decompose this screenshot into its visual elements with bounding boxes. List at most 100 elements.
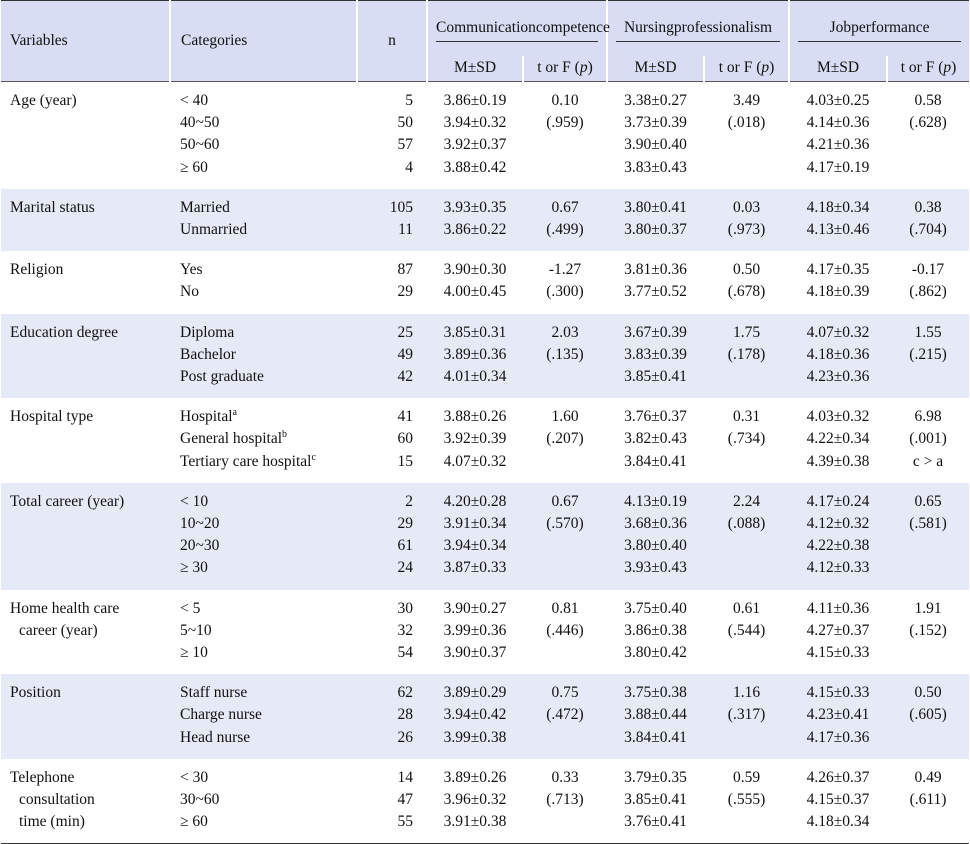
variable-cell: Total career (year) <box>1 482 170 590</box>
category-label: ≥ 60 <box>180 158 208 176</box>
n-value: 61 <box>397 537 414 555</box>
footnote-marker: a <box>232 407 237 419</box>
jp-stat-value: 6.98 <box>914 408 942 426</box>
jp-stat-value: (.152) <box>909 621 947 639</box>
np-msd-value: 3.75±0.40 <box>624 599 687 617</box>
n-value: 30 <box>397 599 414 617</box>
n-value: 2 <box>405 492 413 510</box>
jp-stat-cell: 0.49 (.611) <box>887 759 969 844</box>
np-stat-cell: 0.03 (.973) <box>704 188 790 252</box>
variable-label: Hospital type <box>10 408 94 426</box>
table-row-group: Home health care career (year) < 5 5~10 ≥ 10… <box>1 590 969 675</box>
categories-cell: Diploma Bachelor Post graduate <box>170 313 357 399</box>
header-group-line2: professionalism <box>673 18 773 36</box>
np-stat-value: 0.03 <box>732 198 761 216</box>
cc-stat-cell: -1.27 (.300) <box>523 251 607 313</box>
category-label: 20~30 <box>180 537 220 555</box>
np-stat-value: 1.75 <box>732 323 761 341</box>
np-stat-cell: 3.49 (.018) <box>704 82 789 189</box>
cc-msd-value: 3.86±0.22 <box>443 221 507 239</box>
stat-header-p: p <box>943 59 952 77</box>
jp-msd-value: 4.18±0.36 <box>806 345 870 363</box>
cc-stat-value: (.300) <box>546 283 584 301</box>
jp-stat-value: (.605) <box>909 706 947 724</box>
cc-msd-value: 3.90±0.30 <box>443 261 507 279</box>
jp-msd-cell: 4.11±0.36 4.27±0.37 4.15±0.33 <box>789 590 887 675</box>
np-msd-value: 3.80±0.42 <box>624 644 687 662</box>
cc-stat-value: 2.03 <box>551 323 579 341</box>
jp-stat-cell: 0.65 (.581) <box>887 482 970 590</box>
jp-stat-value: 0.58 <box>914 92 942 109</box>
np-stat-cell: 0.50 (.678) <box>704 251 789 313</box>
jp-stat-value: (.862) <box>909 283 947 301</box>
n-value: 4 <box>405 158 413 176</box>
jp-stat-value: (.611) <box>909 791 947 809</box>
category-label: Staff nurse <box>180 684 248 702</box>
jp-stat-cell: 1.91 (.152) <box>887 590 969 675</box>
cc-stat-value: 0.81 <box>551 599 579 617</box>
jp-msd-cell: 4.18±0.34 4.13±0.46 <box>789 188 888 252</box>
variable-label: consultation <box>19 791 95 809</box>
np-stat-value: 0.61 <box>732 599 761 617</box>
category-label: 10~20 <box>180 515 220 533</box>
np-stat-value: (.317) <box>727 706 766 724</box>
jp-stat-value: -0.17 <box>911 261 945 279</box>
table-row-group: Telephone consultation time (min) < 30 30~60… <box>1 759 970 844</box>
n-cell: 5 50 57 4 <box>357 82 427 189</box>
jp-msd-value: 4.17±0.24 <box>806 492 870 510</box>
cc-stat-value: (.713) <box>546 791 584 809</box>
jp-stat-value: c > a <box>912 452 944 470</box>
cc-msd-value: 3.99±0.36 <box>443 621 507 639</box>
jp-msd-value: 4.23±0.41 <box>806 706 870 724</box>
cc-stat-value: (.499) <box>546 221 584 239</box>
category-label: General hospitalb <box>180 429 288 448</box>
jp-stat-value: (.628) <box>909 114 947 132</box>
cc-stat-value: 0.67 <box>551 198 579 216</box>
header-msd: M±SD <box>426 55 523 82</box>
np-stat-value: 0.50 <box>732 261 761 279</box>
category-label: Hospitala <box>180 407 237 426</box>
table-header: Variables Categories n Communicationcomp… <box>1 0 970 82</box>
jp-msd-value: 4.15±0.37 <box>806 791 870 809</box>
cc-stat-cell: 0.81 (.446) <box>523 590 607 675</box>
variable-label: Position <box>10 684 61 702</box>
n-value: 29 <box>397 283 414 301</box>
cc-stat-value: (.207) <box>546 430 584 448</box>
jp-stat-value: 0.38 <box>914 198 942 216</box>
np-stat-value: (.018) <box>727 114 766 132</box>
n-value: 26 <box>397 728 414 746</box>
stat-header-prefix: t or F ( <box>537 59 580 77</box>
jp-stat-value: (.581) <box>909 515 947 533</box>
jp-stat-cell: 1.55 (.215) <box>887 313 970 399</box>
variable-label: Education degree <box>10 323 119 341</box>
cc-stat-value: (.135) <box>546 345 584 363</box>
footnote-marker: c <box>311 451 316 463</box>
cc-msd-cell: 3.90±0.30 4.00±0.45 <box>427 251 523 313</box>
table-row: Total career (year) < 10 10~20 20~30 ≥ 30 2 29… <box>1 482 970 590</box>
category-label: Diploma <box>180 323 235 341</box>
jp-msd-cell: 4.03±0.32 4.22±0.34 4.39±0.38 <box>789 398 887 483</box>
cc-msd-value: 4.20±0.28 <box>443 492 507 510</box>
jp-msd-value: 4.12±0.33 <box>806 559 870 577</box>
cc-stat-cell: 0.75 (.472) <box>523 674 607 759</box>
category-label: Yes <box>180 261 203 279</box>
stat-header-p: p <box>579 59 588 77</box>
table-row-group: Education degree Diploma Bachelor Post grad… <box>1 313 970 399</box>
cc-msd-value: 3.89±0.29 <box>443 684 507 702</box>
cc-msd-value: 3.89±0.26 <box>443 768 507 786</box>
variable-cell: Home health care career (year) <box>1 590 170 675</box>
np-stat-value: (.678) <box>727 283 766 301</box>
jp-msd-value: 4.22±0.38 <box>806 537 870 555</box>
category-label: 40~50 <box>180 114 220 132</box>
jp-msd-value: 4.26±0.37 <box>806 768 870 786</box>
np-msd-value: 3.85±0.41 <box>624 368 687 386</box>
jp-stat-value: (.215) <box>909 345 947 363</box>
variable-label: time (min) <box>19 813 85 831</box>
cc-stat-value: (.472) <box>546 706 584 724</box>
table-row-group: Position Staff nurse Charge nurse Head nurs… <box>1 674 970 759</box>
jp-msd-cell: 4.17±0.24 4.12±0.32 4.22±0.38 4.12±0.33 <box>789 482 888 590</box>
jp-stat-value: 0.50 <box>914 684 942 702</box>
np-stat-cell: 2.24 (.088) <box>704 482 790 590</box>
